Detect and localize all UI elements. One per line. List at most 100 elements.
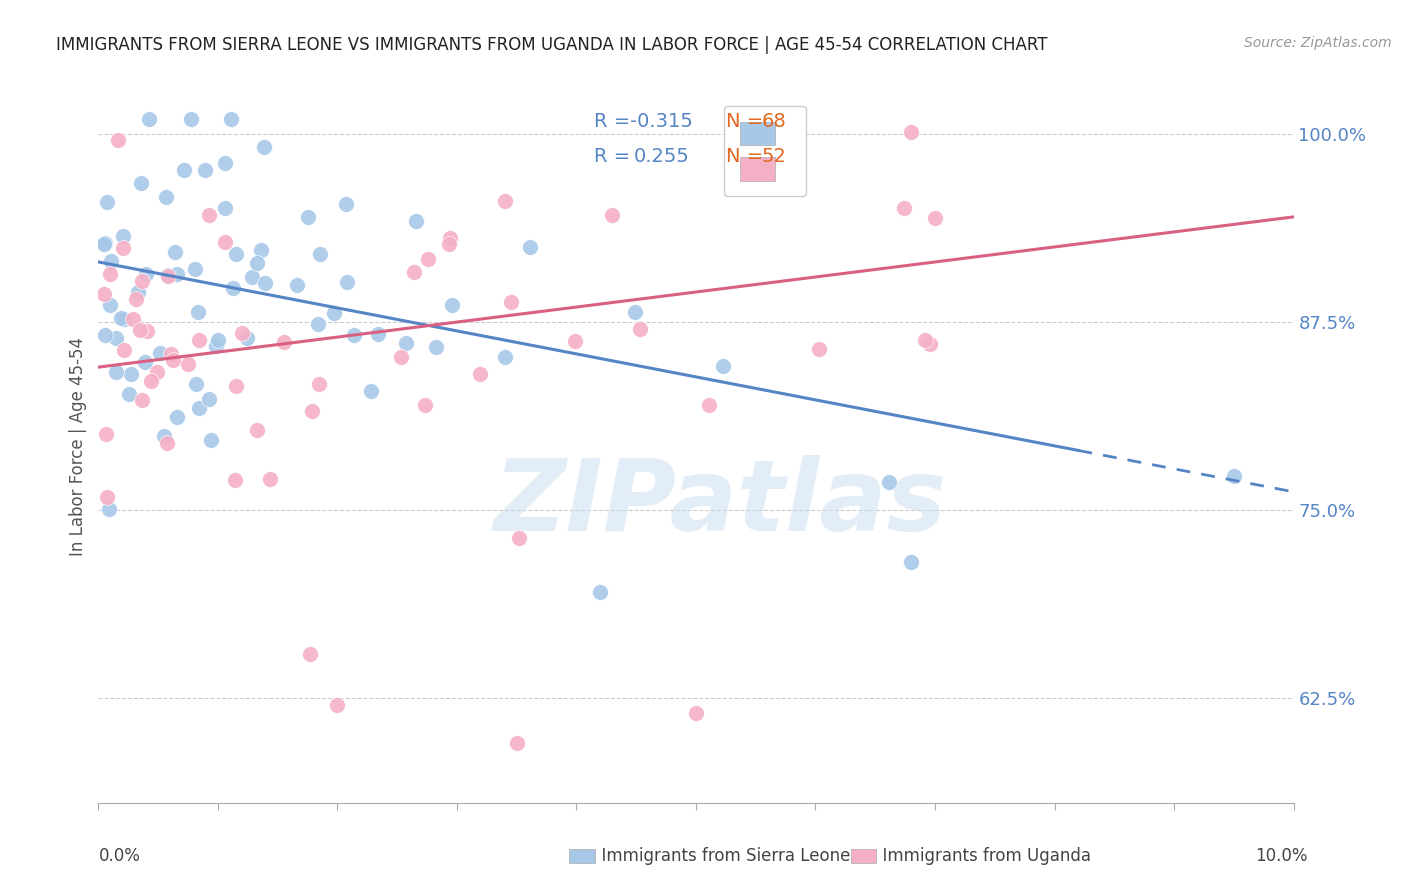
Text: Immigrants from Sierra Leone: Immigrants from Sierra Leone [591, 847, 849, 865]
Point [413, 398, 436, 412]
Point [335, 196, 357, 211]
Point [711, 359, 734, 373]
Point [602, 208, 624, 222]
Point [685, 706, 707, 720]
Text: Source: ZipAtlas.com: Source: ZipAtlas.com [1244, 36, 1392, 50]
Point [253, 140, 276, 154]
Point [360, 384, 382, 398]
Point [156, 436, 179, 450]
Point [437, 237, 460, 252]
Point [589, 585, 612, 599]
Point [136, 325, 159, 339]
Point [506, 736, 529, 750]
Point [138, 112, 160, 127]
Point [697, 398, 720, 412]
Point [93, 237, 115, 252]
Text: 0.0%: 0.0% [98, 847, 141, 865]
Point [323, 306, 346, 320]
Point [404, 265, 426, 279]
Point [166, 267, 188, 281]
Point [307, 317, 329, 331]
Point [564, 334, 586, 348]
Point [94, 235, 117, 250]
Point [807, 342, 830, 356]
Point [519, 240, 541, 254]
Text: IMMIGRANTS FROM SIERRA LEONE VS IMMIGRANTS FROM UGANDA IN LABOR FORCE | AGE 45-5: IMMIGRANTS FROM SIERRA LEONE VS IMMIGRAN… [56, 36, 1047, 54]
Text: Immigrants from Uganda: Immigrants from Uganda [872, 847, 1091, 865]
Point [225, 246, 247, 260]
Point [494, 351, 516, 365]
Point [96, 490, 118, 504]
Point [105, 331, 128, 345]
Point [900, 556, 922, 570]
Point [127, 285, 149, 299]
Text: 10.0%: 10.0% [1256, 847, 1308, 865]
Point [389, 350, 412, 364]
Point [245, 256, 267, 270]
Point [308, 247, 330, 261]
Point [129, 176, 152, 190]
Text: 0.255: 0.255 [634, 147, 690, 167]
Point [508, 531, 530, 545]
Point [214, 156, 236, 170]
Point [177, 357, 200, 371]
Point [184, 377, 207, 392]
Point [160, 347, 183, 361]
Text: N =: N = [725, 112, 769, 131]
Point [112, 241, 135, 255]
Point [98, 267, 121, 281]
Text: 68: 68 [762, 112, 786, 131]
Point [418, 252, 440, 267]
Point [112, 343, 135, 357]
Point [128, 322, 150, 336]
Point [187, 401, 209, 416]
Point [214, 235, 236, 250]
Y-axis label: In Labor Force | Age 45-54: In Labor Force | Age 45-54 [69, 336, 87, 556]
Point [94, 426, 117, 441]
Point [131, 393, 153, 408]
Point [157, 269, 180, 284]
Point [187, 334, 209, 348]
Point [97, 501, 120, 516]
Point [877, 475, 900, 490]
Point [225, 379, 247, 393]
Point [240, 269, 263, 284]
Text: N =: N = [725, 147, 769, 167]
Point [297, 210, 319, 224]
Point [163, 245, 186, 260]
Point [155, 190, 177, 204]
Point [153, 429, 176, 443]
Point [499, 294, 522, 309]
Text: 52: 52 [762, 147, 786, 167]
Point [110, 311, 132, 326]
Point [308, 377, 330, 392]
Point [425, 340, 447, 354]
Point [94, 327, 117, 342]
Point [343, 328, 366, 343]
Point [214, 201, 236, 215]
Point [301, 404, 323, 418]
Point [121, 311, 143, 326]
Point [166, 409, 188, 424]
Point [624, 305, 647, 319]
Point [200, 433, 222, 447]
Point [246, 423, 269, 437]
Point [173, 163, 195, 178]
Legend: , : , [724, 106, 806, 196]
Point [439, 231, 461, 245]
Point [236, 331, 259, 345]
Point [207, 333, 229, 347]
Point [628, 322, 651, 336]
Point [441, 298, 464, 312]
Point [250, 243, 273, 257]
Point [914, 334, 936, 348]
Point [100, 298, 122, 312]
Point [395, 335, 418, 350]
Point [924, 211, 946, 225]
Point [405, 214, 427, 228]
Point [96, 195, 118, 210]
Point [107, 133, 129, 147]
Point [135, 267, 157, 281]
Point [100, 254, 122, 268]
Point [336, 275, 359, 289]
